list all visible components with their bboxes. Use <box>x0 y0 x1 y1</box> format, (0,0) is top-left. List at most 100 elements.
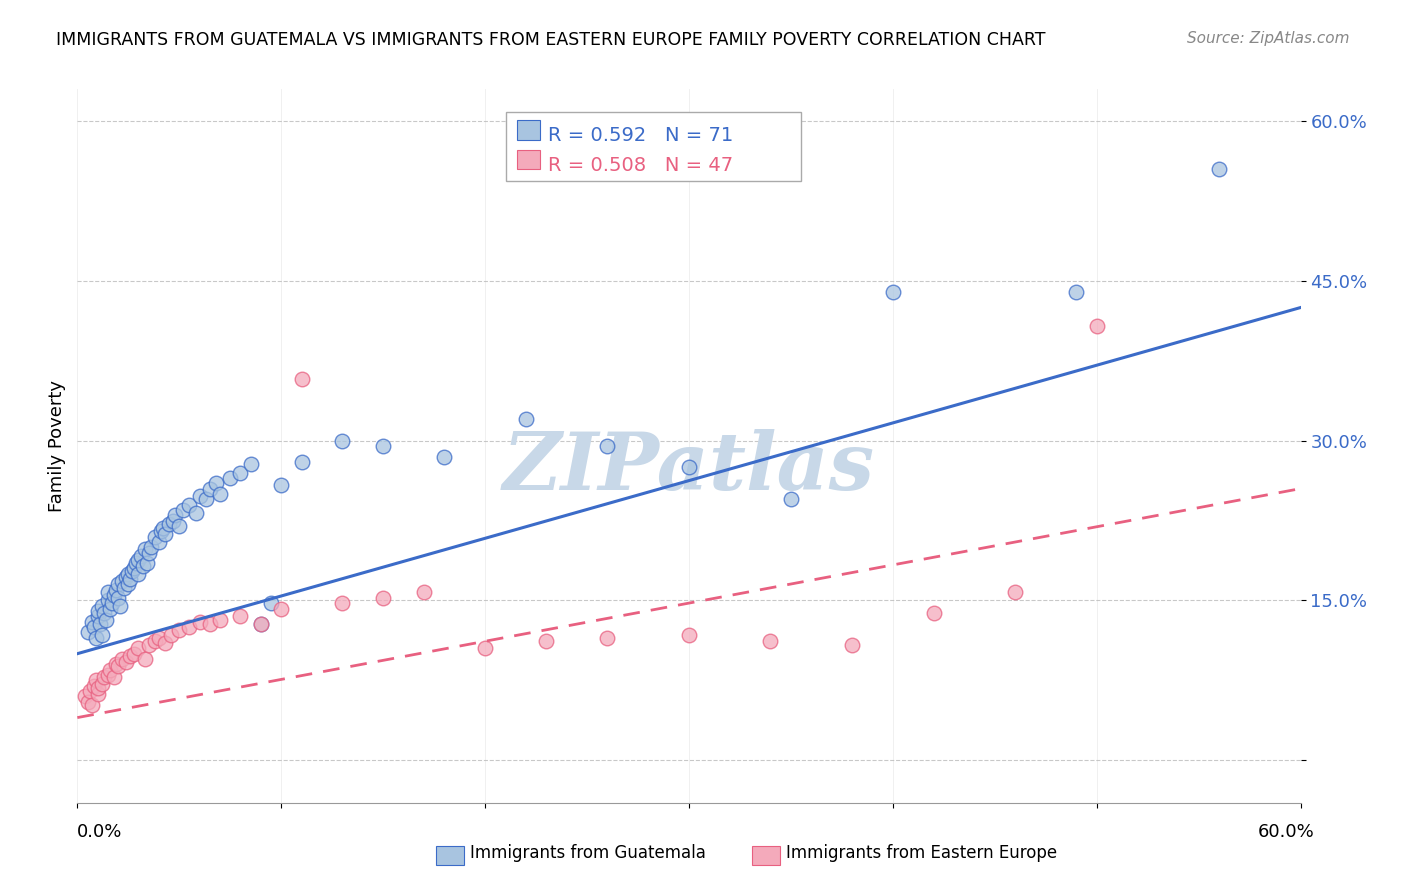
Point <box>148 534 170 549</box>
Point <box>1004 585 1026 599</box>
Point <box>413 585 436 599</box>
Point <box>290 372 312 386</box>
Point <box>131 559 153 574</box>
Point <box>89 616 111 631</box>
Point <box>596 631 619 645</box>
Point <box>90 627 112 641</box>
Point <box>107 591 129 606</box>
Point <box>208 487 231 501</box>
Point <box>98 663 121 677</box>
Text: Source: ZipAtlas.com: Source: ZipAtlas.com <box>1187 31 1350 46</box>
Point <box>371 591 394 606</box>
Point <box>188 615 211 629</box>
Text: 60.0%: 60.0% <box>1258 822 1315 840</box>
Point <box>101 596 124 610</box>
Point <box>162 514 184 528</box>
Point <box>1208 162 1230 177</box>
Point <box>160 627 183 641</box>
Point <box>111 652 134 666</box>
Text: Immigrants from Guatemala: Immigrants from Guatemala <box>470 844 706 862</box>
Point <box>759 634 782 648</box>
Point <box>134 652 156 666</box>
Text: R = 0.592   N = 71: R = 0.592 N = 71 <box>548 126 734 145</box>
Point <box>76 695 98 709</box>
Point <box>165 508 187 523</box>
Point <box>94 613 117 627</box>
Point <box>108 599 131 613</box>
Point <box>120 648 142 663</box>
Point <box>84 631 107 645</box>
Point <box>139 540 162 554</box>
Point <box>105 582 128 597</box>
Point <box>87 604 110 618</box>
Point <box>87 609 110 624</box>
Point <box>135 556 157 570</box>
Point <box>219 471 242 485</box>
Point <box>93 670 115 684</box>
Point <box>76 625 98 640</box>
Point <box>270 478 292 492</box>
Point <box>80 698 103 712</box>
Point <box>678 627 700 641</box>
Point <box>153 527 176 541</box>
Point <box>172 503 194 517</box>
Point <box>260 596 283 610</box>
Point <box>433 450 456 464</box>
Point <box>105 657 128 672</box>
Point <box>79 684 101 698</box>
Point <box>107 659 129 673</box>
Point <box>229 466 252 480</box>
Point <box>515 412 537 426</box>
Point <box>97 593 120 607</box>
Point <box>188 489 211 503</box>
Point <box>841 638 863 652</box>
Point <box>169 624 191 638</box>
Text: R = 0.508   N = 47: R = 0.508 N = 47 <box>548 156 734 175</box>
Point <box>84 673 107 688</box>
Point <box>121 564 143 578</box>
Point <box>1066 285 1088 299</box>
Point <box>97 585 120 599</box>
Y-axis label: Family Poverty: Family Poverty <box>48 380 66 512</box>
Point <box>179 498 201 512</box>
Point <box>169 519 191 533</box>
Point <box>239 457 262 471</box>
Text: Immigrants from Eastern Europe: Immigrants from Eastern Europe <box>786 844 1057 862</box>
Point <box>138 638 160 652</box>
Point <box>138 545 160 559</box>
Point <box>80 615 103 629</box>
Point <box>332 596 354 610</box>
Point <box>152 521 174 535</box>
Point <box>179 620 201 634</box>
Point <box>115 655 138 669</box>
Point <box>198 482 221 496</box>
Point <box>112 581 135 595</box>
Text: 0.0%: 0.0% <box>77 822 122 840</box>
Point <box>371 439 394 453</box>
Point <box>127 641 149 656</box>
Point <box>87 687 110 701</box>
Text: IMMIGRANTS FROM GUATEMALA VS IMMIGRANTS FROM EASTERN EUROPE FAMILY POVERTY CORRE: IMMIGRANTS FROM GUATEMALA VS IMMIGRANTS … <box>56 31 1046 49</box>
Point <box>103 588 125 602</box>
Point <box>157 516 180 531</box>
Point <box>107 577 129 591</box>
Point <box>127 566 149 581</box>
Point <box>117 566 139 581</box>
Point <box>205 476 228 491</box>
Point <box>87 681 110 695</box>
Point <box>134 542 156 557</box>
Point <box>83 620 105 634</box>
Point <box>97 668 120 682</box>
Point <box>117 577 139 591</box>
Point <box>474 641 496 656</box>
Point <box>250 616 273 631</box>
Text: ZIPatlas: ZIPatlas <box>503 429 875 506</box>
Point <box>184 506 207 520</box>
Point <box>148 631 170 645</box>
Point <box>90 599 112 613</box>
Point <box>143 529 166 543</box>
Point <box>153 636 176 650</box>
Point <box>93 606 115 620</box>
Point <box>103 670 125 684</box>
Point <box>229 609 252 624</box>
